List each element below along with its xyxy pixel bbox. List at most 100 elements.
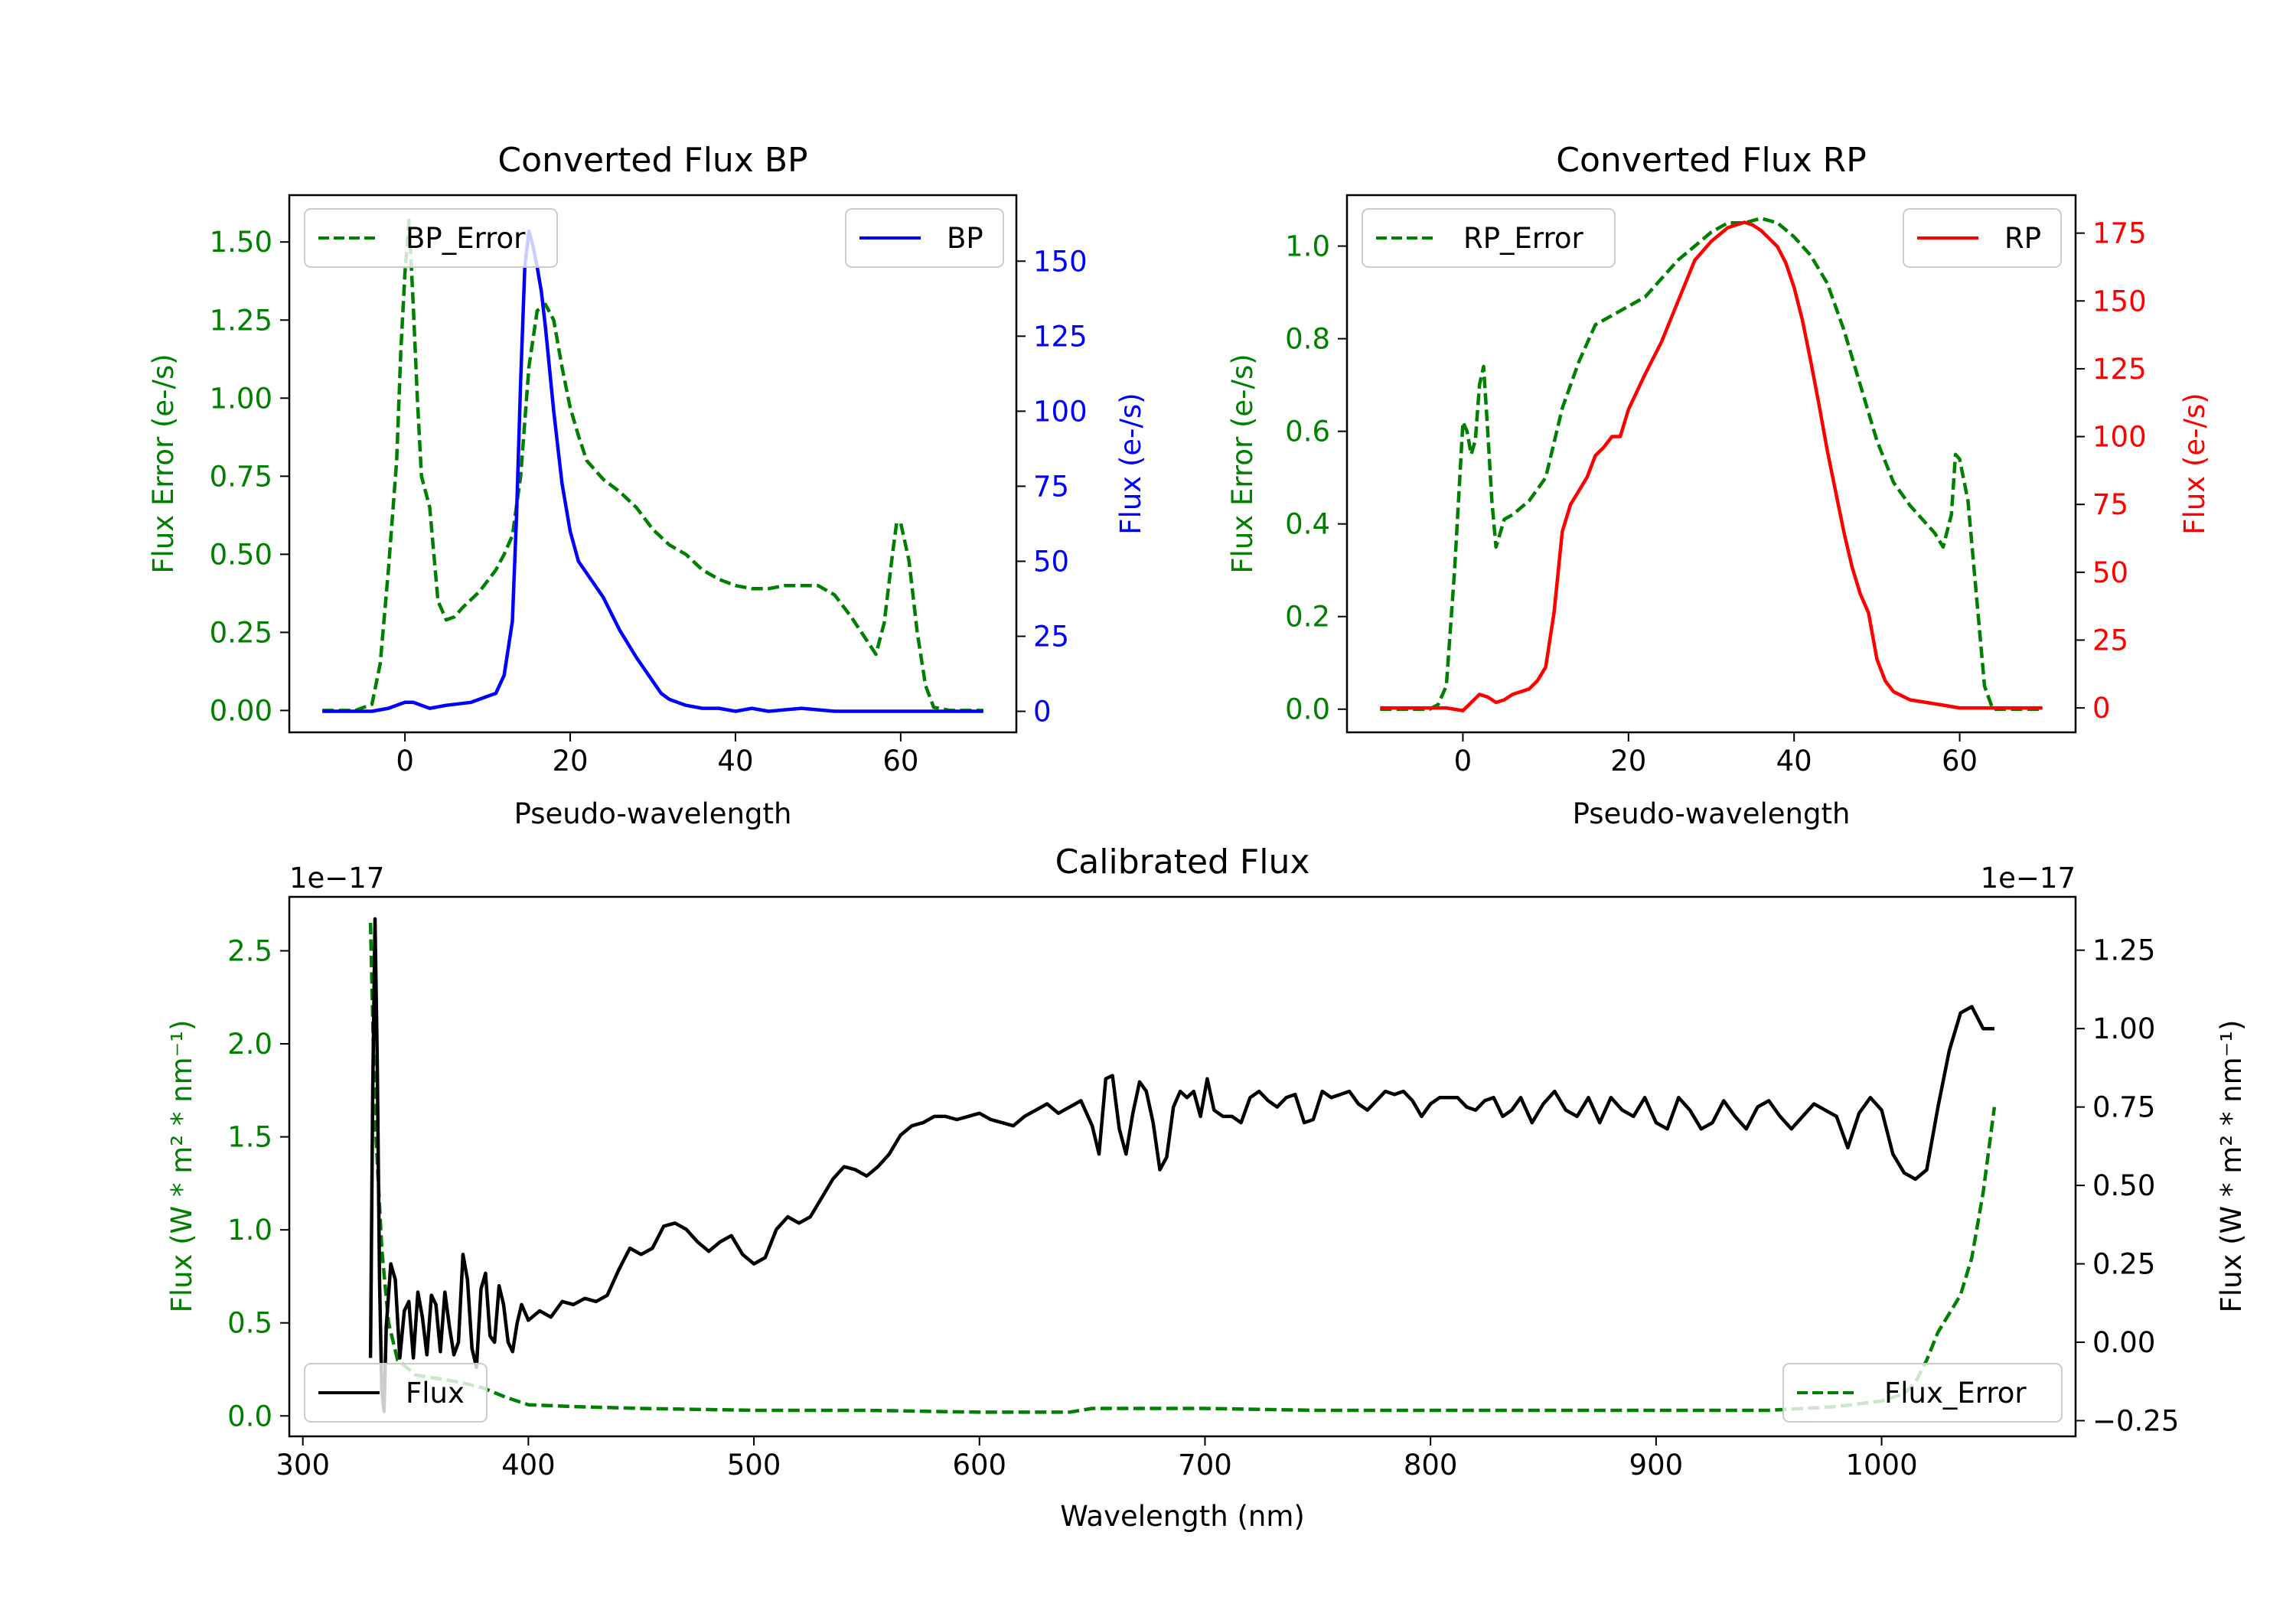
bp-right-y-tick-label: 25 [1033, 621, 1069, 654]
cal-right-y-tick-label: 1.00 [2092, 1012, 2155, 1045]
rp-legend-left-box [1362, 208, 1616, 268]
cal-left-scale-label: 1e−17 [289, 862, 384, 895]
cal-right-y-tick-label: 0.25 [2092, 1248, 2155, 1281]
rp-right-y-tick-label: 100 [2092, 421, 2147, 454]
rp-legend-right: RP [1903, 208, 2062, 268]
cal-left-y-tick-label: 1.5 [227, 1121, 272, 1154]
panel-calibrated: Calibrated Flux 1e−17 1e−17 300 400 500 600… [165, 843, 2248, 1533]
bp-series-group [322, 218, 983, 713]
rp-right-y-tick-label: 25 [2092, 624, 2128, 657]
cal-right-y-tick-label: 0.00 [2092, 1326, 2155, 1359]
cal-left-y-axis-label: Flux (W * m² * nm⁻¹) [165, 1020, 198, 1313]
cal-right-y-axis-label: Flux (W * m² * nm⁻¹) [2215, 1020, 2248, 1313]
rp-x-tick-label: 40 [1776, 745, 1812, 777]
cal-x-tick-label: 900 [1629, 1449, 1684, 1482]
cal-left-y-tick-label: 2.0 [227, 1028, 272, 1061]
bp-x-axis-label: Pseudo-wavelength [514, 797, 792, 830]
rp-right-y-tick-label: 175 [2092, 217, 2147, 250]
rp-right-y-tick-label: 50 [2092, 556, 2128, 589]
cal-right-y-tick-label: 0.75 [2092, 1091, 2155, 1124]
bp-legend-right: BP [845, 208, 1004, 268]
cal-x-tick-label: 1000 [1845, 1449, 1917, 1482]
cal-left-y-tick-label: 0.0 [227, 1400, 272, 1433]
bp-plot-area: 0 20 40 60 0.00 0.25 0.50 0.75 1.00 1.25 1.50 0 25 50… [210, 218, 1088, 777]
rp-left-y-tick-label: 0.4 [1285, 508, 1330, 541]
bp-x-tick-label: 0 [396, 745, 414, 777]
rp-x-tick-label: 20 [1610, 745, 1646, 777]
rp-x-axis-label: Pseudo-wavelength [1573, 797, 1851, 830]
cal-x-tick-label: 300 [276, 1449, 330, 1482]
rp-axes-frame [1345, 194, 2077, 734]
rp-right-y-tick-label: 0 [2092, 692, 2111, 725]
bp-right-y-tick-label: 0 [1033, 696, 1052, 729]
bp-left-y-tick-label: 1.25 [210, 304, 272, 337]
bp-left-y-tick-label: 1.00 [210, 382, 272, 415]
bp-series-bp [322, 229, 983, 713]
rp-left-y-tick-label: 0.6 [1285, 416, 1330, 448]
cal-x-tick-label: 500 [727, 1449, 781, 1482]
cal-right-y-tick-label: 0.50 [2092, 1169, 2155, 1202]
bp-legend-label: BP [947, 222, 983, 255]
rp-left-y-tick-label: 0.2 [1285, 601, 1330, 634]
rp-left-y-tick-label: 0.0 [1285, 693, 1330, 726]
bp-x-tick-label: 60 [882, 745, 918, 777]
bp-title: Converted Flux BP [497, 141, 807, 180]
cal-legend-left-box [304, 1363, 488, 1423]
rp-series-rp-error [1380, 217, 2043, 711]
cal-x-tick-label: 700 [1178, 1449, 1232, 1482]
bp-legend-left: BP_Error [304, 208, 558, 268]
rp-left-y-axis-label: Flux Error (e-/s) [1226, 354, 1259, 573]
rp-right-y-tick-label: 75 [2092, 488, 2128, 521]
cal-x-tick-label: 400 [501, 1449, 556, 1482]
cal-legend-left: Flux [304, 1363, 488, 1423]
cal-right-y-tick-label: −0.25 [2092, 1405, 2179, 1438]
cal-x-axis-label: Wavelength (nm) [1060, 1500, 1305, 1533]
bp-legend-left-box [304, 208, 558, 268]
rp-left-y-tick-label: 0.8 [1285, 323, 1330, 356]
bp-error-legend-label: BP_Error [406, 222, 526, 255]
rp-legend-right-box [1903, 208, 2062, 268]
cal-flux-legend-label: Flux [406, 1377, 465, 1410]
bp-series-bp-error [322, 218, 983, 712]
bp-x-tick-label: 40 [717, 745, 753, 777]
rp-right-y-tick-label: 125 [2092, 353, 2147, 386]
bp-right-y-axis-label: Flux (e-/s) [1114, 393, 1147, 534]
cal-left-y-tick-label: 2.5 [227, 935, 272, 968]
bp-right-y-tick-label: 125 [1033, 320, 1088, 353]
bp-right-y-tick-label: 75 [1033, 470, 1069, 503]
bp-axes-frame [288, 194, 1018, 734]
cal-axes-frame [288, 895, 2077, 1438]
bp-right-y-tick-label: 50 [1033, 545, 1069, 578]
rp-title: Converted Flux RP [1556, 141, 1867, 180]
rp-x-tick-label: 60 [1942, 745, 1978, 777]
bp-left-y-tick-label: 0.75 [210, 460, 272, 493]
cal-legend-right-box [1782, 1363, 2063, 1423]
bp-left-y-axis-label: Flux Error (e-/s) [147, 354, 180, 573]
cal-plot-area: 300 400 500 600 700 800 900 1000 0.0 0.5 1.0 1.5 2.0… [227, 917, 2179, 1482]
rp-right-y-axis-label: Flux (e-/s) [2178, 393, 2211, 534]
panel-rp: Converted Flux RP 0 20 40 60 0.0 0.2 0.4 0.6 0.8… [1226, 141, 2211, 830]
rp-error-legend-label: RP_Error [1463, 222, 1583, 255]
rp-x-tick-label: 0 [1454, 745, 1473, 777]
bp-x-tick-label: 20 [552, 745, 588, 777]
cal-right-y-tick-label: 1.25 [2092, 934, 2155, 967]
cal-left-y-tick-label: 1.0 [227, 1214, 272, 1247]
cal-legend-right: Flux_Error [1782, 1363, 2063, 1423]
bp-left-y-tick-label: 0.00 [210, 694, 272, 727]
cal-x-tick-label: 600 [952, 1449, 1006, 1482]
cal-title: Calibrated Flux [1055, 843, 1310, 882]
rp-series-rp [1380, 220, 2043, 712]
rp-left-y-tick-label: 1.0 [1285, 230, 1330, 263]
bp-left-y-tick-label: 0.50 [210, 538, 272, 571]
rp-series-group [1380, 217, 2043, 712]
bp-legend-right-box [845, 208, 1004, 268]
rp-plot-area: 0 20 40 60 0.0 0.2 0.4 0.6 0.8 1.0 0 25 50 75 100 125 15… [1285, 217, 2147, 777]
bp-right-y-tick-label: 150 [1033, 245, 1088, 278]
rp-legend-left: RP_Error [1362, 208, 1616, 268]
cal-left-y-tick-label: 0.5 [227, 1307, 272, 1340]
cal-x-tick-label: 800 [1404, 1449, 1458, 1482]
bp-left-y-tick-label: 0.25 [210, 616, 272, 649]
cal-series-flux [368, 917, 1994, 1413]
rp-right-y-tick-label: 150 [2092, 285, 2147, 318]
